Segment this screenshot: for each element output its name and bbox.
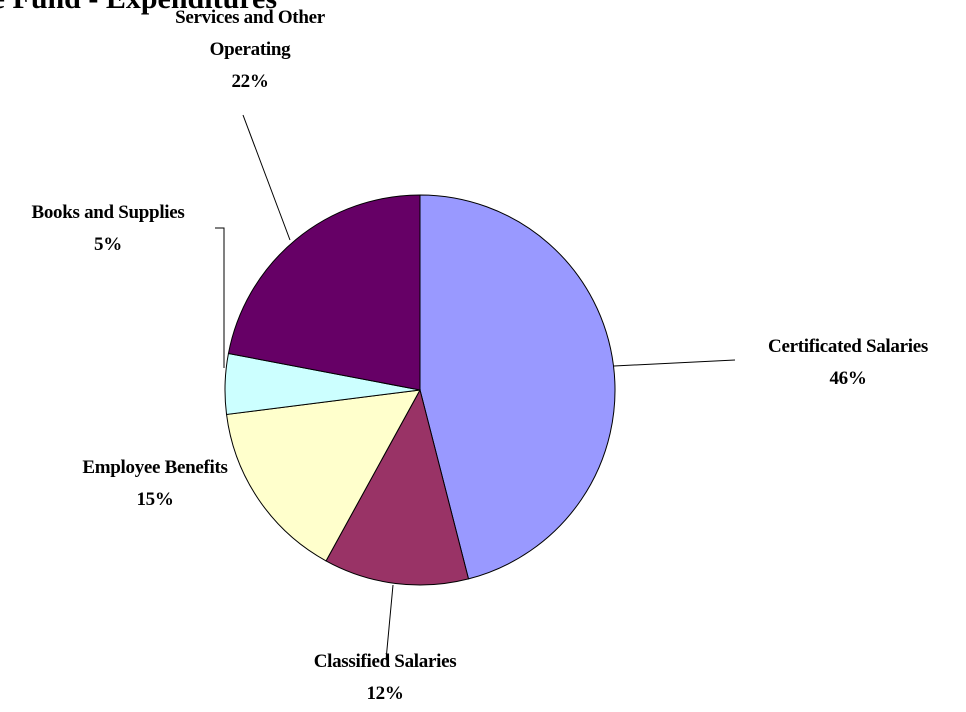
pie-slice [325,388,470,586]
leader-line [613,359,736,367]
pie-slice [419,194,616,580]
category-label: Employee Benefits [82,457,228,478]
leader-line [215,227,225,368]
value-label: 15% [136,489,174,510]
category-label: Certificated Salaries [768,336,928,357]
leader-line [385,584,394,661]
value-label: 46% [829,368,867,389]
value-label: 22% [231,71,269,92]
slice-label: Services and Other Operating 22% [140,2,360,98]
leader-lines [215,114,736,661]
slice-label: Books and Supplies 5% [0,197,238,261]
value-label: 12% [366,683,404,704]
value-label: 5% [94,234,122,255]
chart-title: se Fund - Expenditures [0,0,277,16]
leader-line [242,114,291,241]
pie-slice [227,194,421,391]
slice-label: Classified Salaries 12% [255,646,515,710]
slice-label: Certificated Salaries 46% [718,331,966,395]
pie-slice [225,389,421,562]
category-label: Services and Other Operating [175,7,325,60]
category-label: Classified Salaries [313,651,457,672]
category-label: Books and Supplies [31,202,185,223]
slice-label: Employee Benefits 15% [25,452,285,516]
